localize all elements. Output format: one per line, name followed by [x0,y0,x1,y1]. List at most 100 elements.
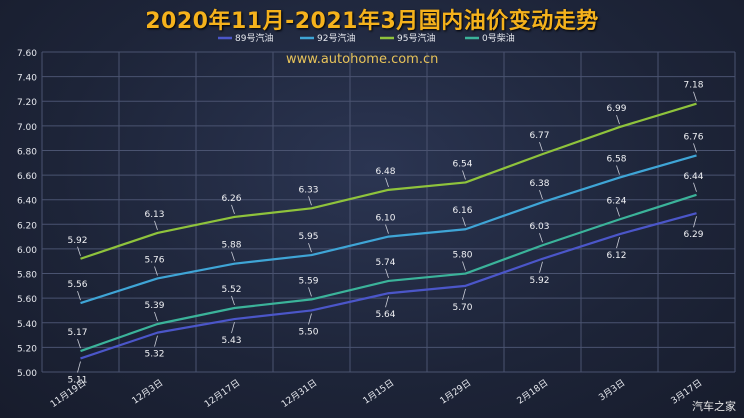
x-axis: 11月19日 12月3日 12月17日 12月31日 1月15日 1月29日 2月18日 3月… [48,377,704,409]
label-leader [154,220,158,231]
brand-logo: 汽车之家 [692,400,736,413]
data-label: 5.56 [67,280,87,290]
label-leader [77,290,81,301]
y-tick-label: 6.40 [17,197,37,207]
data-label: 6.33 [298,185,318,195]
data-label: 6.24 [606,196,626,206]
y-tick-label: 7.40 [17,74,37,84]
legend: 89号汽油 92号汽油 95号汽油 0号柴油 [218,32,515,44]
label-leader [462,217,466,227]
y-tick-label: 5.00 [17,369,37,379]
label-leader [308,242,312,253]
data-label: 6.29 [683,230,703,240]
label-leader [154,266,158,276]
data-label: 5.92 [67,236,87,246]
label-leader [77,361,81,373]
data-label: 5.64 [375,310,395,320]
label-leader [385,268,389,279]
legend-label: 92号汽油 [317,32,355,44]
x-tick-label: 1月15日 [361,377,396,406]
data-label: 6.16 [452,206,472,216]
data-label: 7.18 [683,81,703,91]
label-leader [539,190,543,200]
label-leader [616,207,620,217]
series-line [80,193,697,353]
label-leader [308,196,312,206]
data-label: 6.76 [683,132,703,142]
label-leader [693,91,697,101]
label-leader [77,246,81,256]
y-tick-label: 5.40 [17,320,37,330]
y-tick-label: 7.60 [17,49,37,59]
label-leader [616,237,620,249]
label-leader [462,288,466,300]
y-tick-label: 5.80 [17,271,37,281]
data-label: 5.39 [144,301,164,311]
x-tick-label: 2月18日 [515,377,550,406]
data-label: 6.03 [529,222,549,232]
data-labels: 5.11 5.32 5.43 5.50 5.64 5.70 5.92 6.12 6.29 5.56… [67,81,703,386]
y-tick-label: 6.20 [17,221,37,231]
data-label: 6.99 [606,104,626,114]
x-tick-label: 12月31日 [279,377,319,409]
y-tick-label: 7.20 [17,98,37,108]
label-leader [693,143,697,153]
data-label: 6.54 [452,159,472,169]
data-label: 6.77 [529,131,549,141]
x-tick-label: 3月3日 [597,377,627,403]
series-line [80,102,697,260]
data-label: 5.76 [144,255,164,265]
label-leader [693,216,697,228]
legend-label: 95号汽油 [397,32,435,44]
data-label: 6.38 [529,179,549,189]
label-leader [231,295,235,306]
data-label: 5.92 [529,276,549,286]
legend-label: 89号汽油 [235,32,273,44]
label-leader [77,338,81,349]
label-leader [539,233,543,243]
label-leader [385,224,389,234]
data-label: 5.50 [298,327,318,337]
label-leader [154,311,158,322]
data-label: 6.44 [683,172,703,182]
data-label: 5.32 [144,350,164,360]
label-leader [693,182,697,192]
label-leader [231,251,235,261]
label-leader [539,142,543,152]
legend-label: 0号柴油 [482,32,515,44]
data-label: 5.95 [298,232,318,242]
data-label: 5.80 [452,251,472,261]
x-tick-label: 12月17日 [202,377,242,409]
label-leader [308,287,312,297]
label-leader [308,313,312,325]
data-label: 6.10 [375,214,395,224]
data-label: 5.17 [67,328,87,338]
data-label: 6.48 [375,167,395,177]
label-leader [385,177,389,187]
data-label: 6.12 [606,251,626,261]
y-axis: 5.00 5.20 5.40 5.60 5.80 6.00 6.20 6.40 6.60 6.80… [17,49,37,379]
series-lines [80,102,697,360]
label-leader [154,335,158,347]
label-leader [462,261,466,271]
series-line [80,154,697,305]
data-label: 5.74 [375,258,395,268]
y-tick-label: 6.80 [17,147,37,157]
y-tick-label: 5.20 [17,344,37,354]
y-tick-label: 7.00 [17,123,37,133]
data-label: 5.43 [221,336,241,346]
data-label: 5.11 [67,375,87,385]
y-tick-label: 6.00 [17,246,37,256]
data-label: 5.70 [452,303,472,313]
data-label: 6.13 [144,210,164,220]
x-tick-label: 1月29日 [438,377,473,406]
data-label: 5.88 [221,241,241,251]
label-leader [385,296,389,308]
data-label: 6.26 [221,194,241,204]
label-leader [616,114,620,125]
y-tick-label: 5.60 [17,295,37,305]
series-line [80,212,697,360]
label-leader [616,165,620,175]
